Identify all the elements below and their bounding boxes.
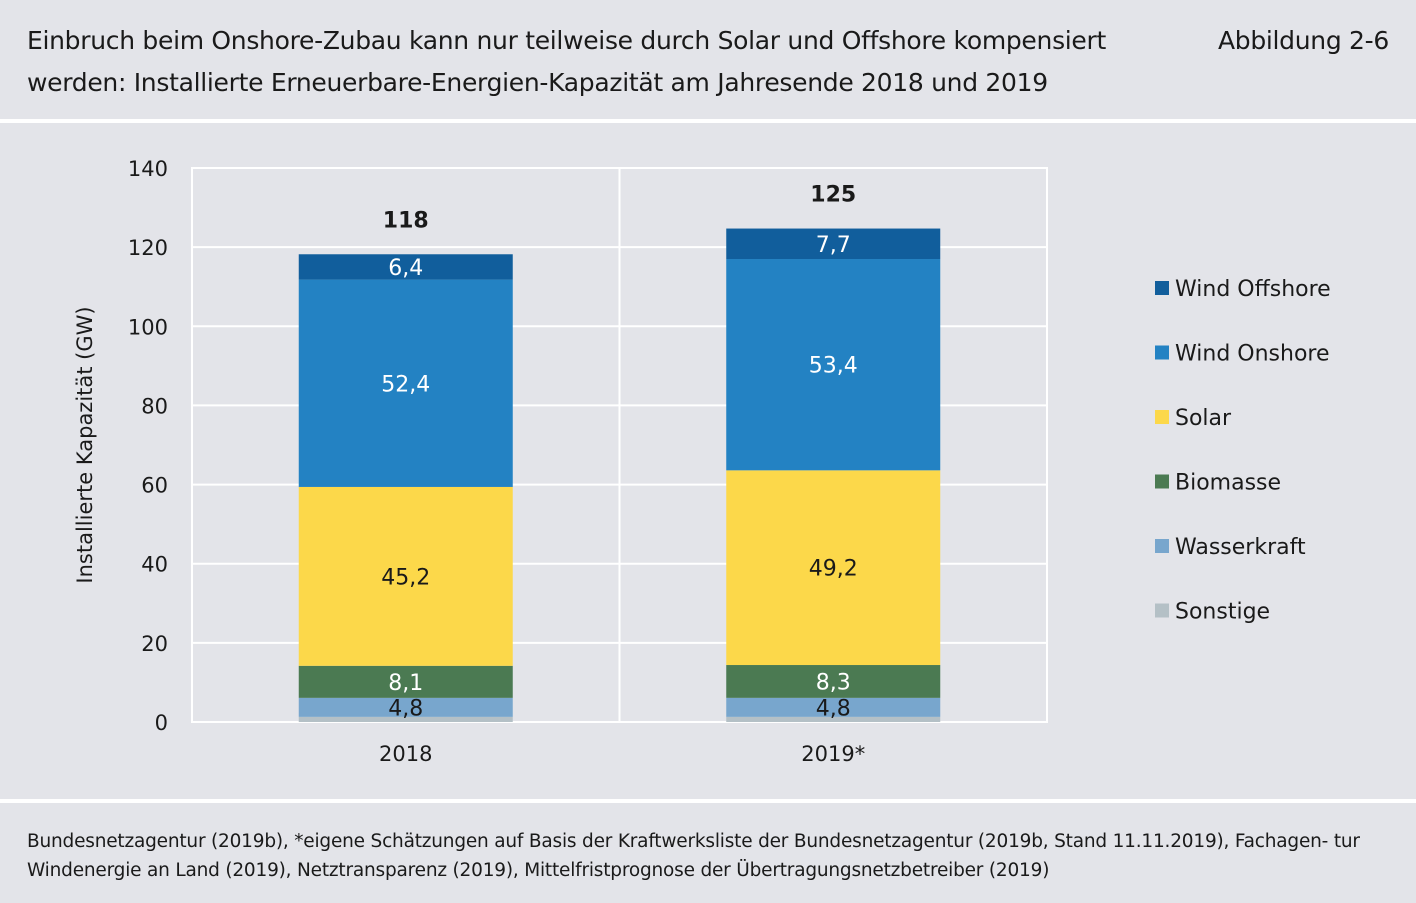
bar-segment-wind-onshore bbox=[298, 279, 513, 487]
legend-item: Wind Onshore bbox=[1155, 342, 1330, 367]
legend-label: Wind Offshore bbox=[1175, 277, 1331, 302]
legend-swatch bbox=[1155, 345, 1169, 360]
bar-segment-biomasse bbox=[298, 665, 513, 698]
y-tick-label: 40 bbox=[141, 553, 168, 577]
stacked-bar-chart: 0 20 40 60 80 100 120 140 Installierte Kapazitä… bbox=[73, 157, 1331, 766]
data-label: 8,3 bbox=[816, 670, 851, 695]
legend-item: Wasserkraft bbox=[1155, 535, 1306, 560]
bar-stack-2019: 4,88,3 49,2 53,4 7,7 125 bbox=[726, 183, 941, 722]
footer-divider bbox=[0, 799, 1416, 803]
data-label: 53,4 bbox=[809, 354, 858, 379]
legend-swatch bbox=[1155, 603, 1169, 618]
legend-label: Sonstige bbox=[1175, 600, 1270, 625]
bar-segment-sonstige bbox=[298, 716, 513, 722]
chart-title: Einbruch beim Onshore-Zubau kann nur tei… bbox=[27, 26, 1106, 97]
data-label: 49,2 bbox=[809, 557, 858, 582]
data-label: 4,8 bbox=[388, 696, 423, 721]
bar-segment-wind-offshore bbox=[726, 228, 941, 260]
data-label: 45,2 bbox=[381, 565, 430, 590]
legend-label: Biomasse bbox=[1175, 471, 1281, 496]
bar-segment-biomasse bbox=[726, 665, 941, 698]
bar-segment-solar bbox=[726, 470, 941, 666]
legend-label: Wasserkraft bbox=[1175, 535, 1306, 560]
legend-item: Solar bbox=[1155, 406, 1232, 431]
x-tick-label: 2018 bbox=[379, 742, 432, 766]
y-tick-label: 0 bbox=[155, 711, 168, 735]
legend-swatch bbox=[1155, 539, 1169, 553]
data-label: 52,4 bbox=[381, 372, 430, 397]
y-tick-label: 20 bbox=[141, 632, 168, 656]
x-axis-ticks: 2018 2019* bbox=[379, 742, 865, 766]
total-label: 118 bbox=[383, 208, 429, 233]
bar-stack-2018: 4,88,1 45,2 52,4 6,4 118 bbox=[298, 208, 513, 722]
legend-label: Wind Onshore bbox=[1175, 342, 1330, 367]
legend-item: Biomasse bbox=[1155, 471, 1281, 496]
legend-label: Solar bbox=[1175, 406, 1232, 431]
data-label: 7,7 bbox=[816, 233, 851, 258]
header-divider bbox=[0, 119, 1416, 123]
y-axis-label: Installierte Kapazität (GW) bbox=[73, 306, 97, 583]
data-label: 4,8 bbox=[816, 696, 851, 721]
legend-item: Sonstige bbox=[1155, 600, 1270, 625]
bar-segment-solar bbox=[298, 486, 513, 666]
legend-swatch bbox=[1155, 410, 1169, 424]
y-tick-label: 80 bbox=[141, 394, 168, 418]
data-label: 8,1 bbox=[388, 671, 423, 696]
legend-swatch bbox=[1155, 281, 1169, 295]
legend-item: Wind Offshore bbox=[1155, 277, 1331, 302]
legend-swatch bbox=[1155, 474, 1169, 489]
y-tick-label: 100 bbox=[128, 315, 168, 339]
figure-label: Abbildung 2-6 bbox=[1217, 26, 1389, 55]
bar-segment-wasserkraft bbox=[726, 697, 941, 717]
y-axis-ticks: 0 20 40 60 80 100 120 140 bbox=[128, 157, 168, 735]
total-label: 125 bbox=[810, 183, 856, 208]
y-tick-label: 140 bbox=[128, 157, 168, 181]
bar-segment-wind-onshore bbox=[726, 259, 941, 471]
header: Einbruch beim Onshore-Zubau kann nur tei… bbox=[0, 0, 1416, 120]
y-tick-label: 60 bbox=[141, 474, 168, 498]
bar-segment-wasserkraft bbox=[298, 697, 513, 717]
bar-segment-sonstige bbox=[726, 716, 941, 722]
data-label: 6,4 bbox=[388, 256, 423, 281]
x-tick-label: 2019* bbox=[801, 742, 865, 766]
legend: Wind Offshore Wind Onshore Solar Biomasse Wa… bbox=[1155, 277, 1331, 625]
bar-segment-wind-offshore bbox=[298, 254, 513, 280]
source-note: Bundesnetzagentur (2019b), *eigene Schät… bbox=[27, 831, 1360, 881]
y-tick-label: 120 bbox=[128, 236, 168, 260]
